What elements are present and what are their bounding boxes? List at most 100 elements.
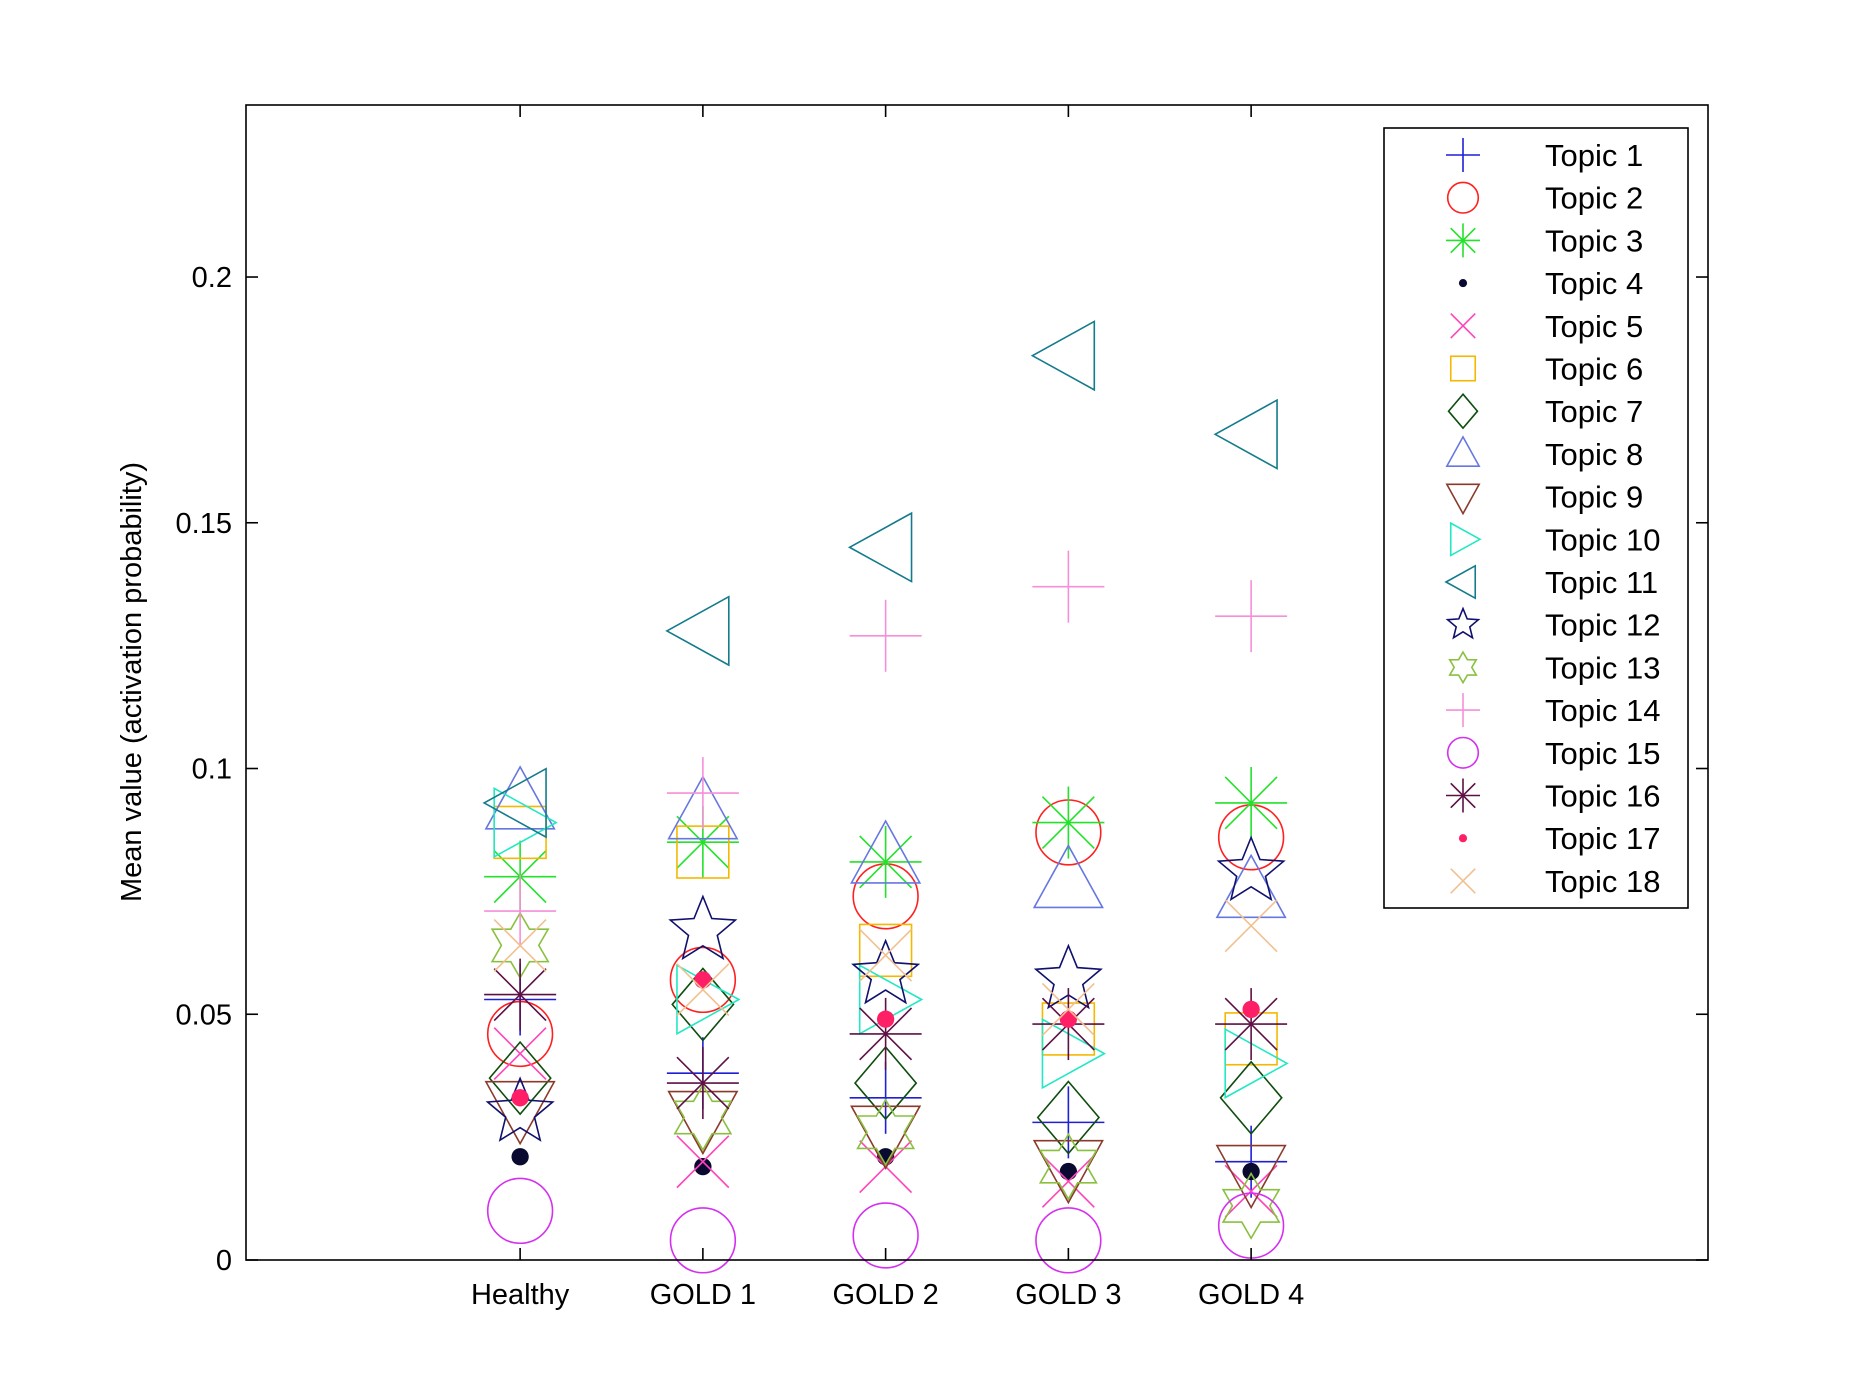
data-point — [667, 775, 739, 840]
data-point — [484, 765, 556, 830]
data-point — [1242, 1162, 1260, 1181]
data-point — [1041, 1018, 1107, 1090]
data-point — [1224, 1164, 1278, 1218]
x-tick-label: Healthy — [471, 1279, 570, 1311]
data-point — [488, 1040, 552, 1116]
legend-box — [1383, 127, 1689, 909]
series-12 — [485, 835, 1286, 1142]
data-point — [1216, 835, 1286, 902]
y-axis-label: Mean value (activation probability) — [116, 462, 148, 902]
data-point — [1032, 786, 1105, 859]
data-point — [851, 938, 921, 1005]
data-point — [1038, 1132, 1098, 1201]
data-point — [669, 1207, 737, 1274]
data-point — [1215, 1144, 1287, 1210]
data-point — [1215, 988, 1288, 1061]
legend-label: Topic 17 — [1545, 821, 1660, 856]
y-tick-label: 0.15 — [176, 508, 232, 540]
legend-marker — [1447, 392, 1479, 430]
data-point — [1032, 1139, 1104, 1205]
data-point — [849, 997, 922, 1070]
legend-item: Topic 13 — [1448, 650, 1660, 685]
legend-marker — [1446, 736, 1480, 769]
legend-label: Topic 12 — [1545, 608, 1660, 643]
data-point — [876, 1010, 895, 1028]
legend-label: Topic 5 — [1545, 309, 1643, 344]
series-16 — [484, 958, 1288, 1120]
series-10 — [493, 787, 1289, 1099]
data-point — [852, 1202, 919, 1269]
legend-item: Topic 10 — [1449, 521, 1660, 557]
data-point — [669, 946, 737, 1014]
y-tick-label: 0 — [216, 1245, 232, 1277]
series-7 — [488, 967, 1283, 1155]
data-point — [853, 1045, 918, 1121]
legend-label: Topic 6 — [1545, 352, 1643, 387]
legend-label: Topic 2 — [1545, 181, 1643, 216]
data-point — [1041, 982, 1095, 1036]
legend-marker — [1446, 778, 1480, 813]
data-point — [493, 1027, 547, 1081]
data-point — [1215, 1125, 1288, 1198]
x-tick-label: GOLD 2 — [832, 1279, 938, 1311]
data-point — [1219, 1060, 1283, 1136]
legend-item: Topic 2 — [1446, 181, 1643, 216]
legend-label: Topic 15 — [1545, 736, 1660, 771]
data-point — [676, 1135, 730, 1189]
data-point — [1030, 320, 1096, 392]
legend-marker — [1446, 693, 1480, 728]
legend-marker — [1446, 181, 1480, 214]
legend-marker — [1446, 223, 1480, 258]
legend-label: Topic 16 — [1545, 779, 1660, 814]
data-point — [858, 923, 913, 978]
legend-marker — [1446, 138, 1480, 172]
legend-label: Topic 9 — [1545, 480, 1643, 515]
series-11 — [482, 320, 1278, 839]
data-point — [1059, 1162, 1078, 1181]
legend-label: Topic 11 — [1545, 565, 1658, 600]
data-point — [511, 1148, 529, 1166]
legend-label: Topic 3 — [1545, 223, 1643, 258]
data-point — [850, 1105, 922, 1170]
legend-item: Topic 3 — [1446, 223, 1643, 258]
data-point — [673, 1083, 733, 1152]
plot-frame — [245, 104, 1709, 1261]
data-point — [1224, 899, 1278, 953]
legend-label: Topic 8 — [1545, 437, 1643, 472]
data-point — [847, 511, 913, 583]
legend-item: Topic 9 — [1445, 480, 1643, 516]
data-point — [666, 1047, 739, 1120]
data-point — [856, 1098, 916, 1167]
legend-marker — [1450, 312, 1476, 339]
legend-marker — [1445, 606, 1481, 640]
legend-label: Topic 4 — [1545, 266, 1643, 301]
legend-label: Topic 14 — [1545, 693, 1660, 728]
data-point — [511, 1089, 529, 1107]
data-point — [859, 928, 913, 982]
x-tick-label: GOLD 4 — [1198, 1279, 1304, 1311]
data-point — [1215, 766, 1288, 839]
data-point — [671, 967, 735, 1042]
legend-item: Topic 12 — [1445, 606, 1660, 643]
legend-item: Topic 15 — [1446, 736, 1660, 771]
data-point — [1242, 1000, 1260, 1018]
legend-marker — [1445, 483, 1481, 516]
legend-label: Topic 7 — [1545, 394, 1643, 429]
data-point — [484, 1080, 556, 1146]
data-point — [694, 971, 712, 989]
legend-marker — [1458, 279, 1468, 288]
data-point — [666, 757, 739, 830]
data-point — [1032, 550, 1105, 623]
series-14 — [484, 550, 1288, 948]
series-17 — [511, 971, 1260, 1107]
data-point — [668, 894, 738, 961]
legend-label: Topic 13 — [1545, 650, 1660, 685]
series-18 — [493, 899, 1278, 1036]
axis-ticks: Healthy GOLD 1 GOLD 2 GOLD 3 GOLD 4 0 0.05 0.1 0… — [176, 105, 1708, 1311]
data-point — [1035, 1207, 1102, 1274]
data-point — [1215, 580, 1288, 653]
legend-item: Topic 8 — [1445, 435, 1643, 472]
legend: Topic 1 Topic 2 Topic 3 Topic 4 Topic 5 Topic… — [1383, 127, 1689, 909]
data-point — [849, 825, 922, 898]
